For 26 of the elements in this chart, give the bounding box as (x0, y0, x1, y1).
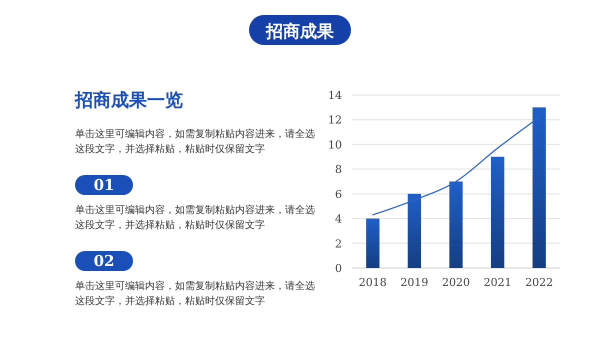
bar (532, 107, 546, 268)
y-tick-label: 12 (328, 114, 342, 127)
text: 01 (94, 176, 114, 194)
y-tick-label: 10 (328, 138, 342, 152)
x-tick-label: 2020 (442, 276, 470, 289)
line-series (372, 116, 540, 216)
y-tick-label: 6 (335, 188, 342, 201)
y-tick-label: 0 (335, 262, 342, 275)
chart-title: 招商成果 (265, 22, 335, 42)
bar (490, 156, 504, 268)
bar (408, 194, 422, 268)
y-tick-label: 8 (335, 163, 342, 176)
x-tick-label: 2018 (358, 276, 387, 289)
text: 02 (94, 252, 114, 270)
text: 单击这里可编辑内容，如需复制粘贴内容进来，请全选这段文字，并选择粘贴，粘贴时仅保留文字 (75, 204, 315, 231)
x-tick-label: 2022 (525, 276, 554, 289)
y-tick-label: 14 (328, 89, 342, 102)
x-tick-label: 2019 (400, 276, 428, 289)
y-tick-label: 4 (335, 212, 342, 226)
bar (449, 182, 463, 268)
y-tick-label: 2 (335, 237, 342, 250)
x-tick-label: 2021 (484, 276, 512, 289)
text: 单击这里可编辑内容，如需复制粘贴内容进来，请全选这段文字，并选择粘贴，粘贴时仅保留文字 (75, 280, 315, 307)
text: 招商成果一览 (74, 90, 183, 111)
bar (366, 218, 380, 268)
text: 单击这里可编辑内容，如需复制粘贴内容进来，请全选这段文字，并选择粘贴，粘贴时仅保留文字 (75, 128, 315, 155)
